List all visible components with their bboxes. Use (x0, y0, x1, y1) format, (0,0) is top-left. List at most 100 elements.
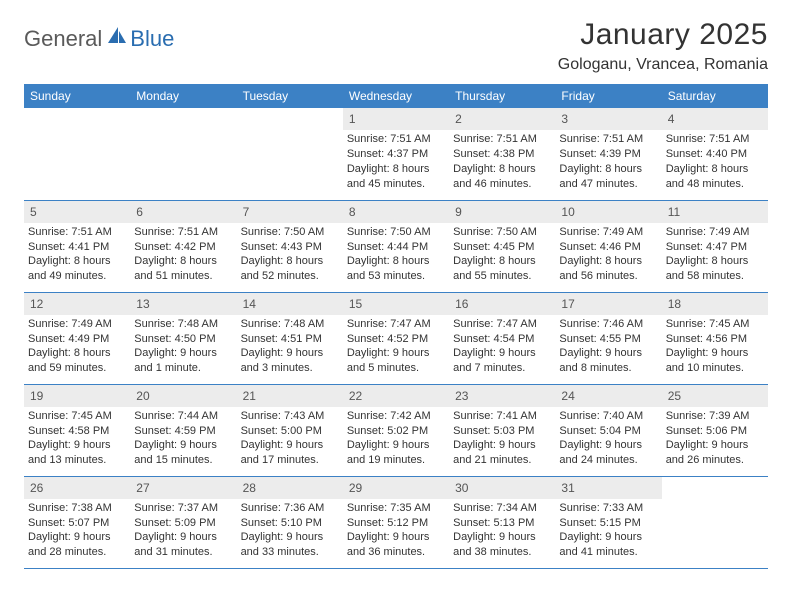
day-details (237, 130, 343, 134)
daylight-text: Daylight: 8 hours and 49 minutes. (28, 254, 126, 284)
calendar-day-cell: 25Sunrise: 7:39 AMSunset: 5:06 PMDayligh… (662, 384, 768, 476)
day-number: 19 (24, 385, 130, 407)
calendar-day-cell (237, 108, 343, 200)
sunrise-text: Sunrise: 7:33 AM (559, 501, 657, 516)
daylight-text: Daylight: 9 hours and 15 minutes. (134, 438, 232, 468)
sunrise-text: Sunrise: 7:47 AM (347, 317, 445, 332)
sunrise-text: Sunrise: 7:37 AM (134, 501, 232, 516)
day-number: 1 (343, 108, 449, 130)
calendar-day-cell: 17Sunrise: 7:46 AMSunset: 4:55 PMDayligh… (555, 292, 661, 384)
weekday-header: Thursday (449, 84, 555, 108)
calendar-day-cell: 18Sunrise: 7:45 AMSunset: 4:56 PMDayligh… (662, 292, 768, 384)
day-number: 7 (237, 201, 343, 223)
sunrise-text: Sunrise: 7:51 AM (666, 132, 764, 147)
day-number: 27 (130, 477, 236, 499)
weekday-header: Wednesday (343, 84, 449, 108)
daylight-text: Daylight: 9 hours and 8 minutes. (559, 346, 657, 376)
day-number: 4 (662, 108, 768, 130)
sunset-text: Sunset: 5:07 PM (28, 516, 126, 531)
daylight-text: Daylight: 8 hours and 45 minutes. (347, 162, 445, 192)
weekday-header: Saturday (662, 84, 768, 108)
calendar-table: SundayMondayTuesdayWednesdayThursdayFrid… (24, 84, 768, 569)
calendar-day-cell: 19Sunrise: 7:45 AMSunset: 4:58 PMDayligh… (24, 384, 130, 476)
day-details: Sunrise: 7:47 AMSunset: 4:54 PMDaylight:… (449, 315, 555, 378)
sunset-text: Sunset: 5:02 PM (347, 424, 445, 439)
day-details (662, 499, 768, 503)
daylight-text: Daylight: 9 hours and 10 minutes. (666, 346, 764, 376)
day-number: 2 (449, 108, 555, 130)
sunset-text: Sunset: 5:09 PM (134, 516, 232, 531)
sunset-text: Sunset: 4:54 PM (453, 332, 551, 347)
sunset-text: Sunset: 4:37 PM (347, 147, 445, 162)
day-details: Sunrise: 7:49 AMSunset: 4:46 PMDaylight:… (555, 223, 661, 286)
daylight-text: Daylight: 9 hours and 1 minute. (134, 346, 232, 376)
day-number: 15 (343, 293, 449, 315)
day-details: Sunrise: 7:43 AMSunset: 5:00 PMDaylight:… (237, 407, 343, 470)
calendar-day-cell: 15Sunrise: 7:47 AMSunset: 4:52 PMDayligh… (343, 292, 449, 384)
daylight-text: Daylight: 8 hours and 46 minutes. (453, 162, 551, 192)
calendar-week-row: 19Sunrise: 7:45 AMSunset: 4:58 PMDayligh… (24, 384, 768, 476)
calendar-day-cell: 8Sunrise: 7:50 AMSunset: 4:44 PMDaylight… (343, 200, 449, 292)
day-details: Sunrise: 7:47 AMSunset: 4:52 PMDaylight:… (343, 315, 449, 378)
month-title: January 2025 (558, 18, 768, 52)
daylight-text: Daylight: 9 hours and 24 minutes. (559, 438, 657, 468)
day-number: 31 (555, 477, 661, 499)
daylight-text: Daylight: 8 hours and 52 minutes. (241, 254, 339, 284)
sunset-text: Sunset: 4:41 PM (28, 240, 126, 255)
calendar-day-cell: 4Sunrise: 7:51 AMSunset: 4:40 PMDaylight… (662, 108, 768, 200)
day-number: 6 (130, 201, 236, 223)
day-number: 30 (449, 477, 555, 499)
calendar-day-cell: 2Sunrise: 7:51 AMSunset: 4:38 PMDaylight… (449, 108, 555, 200)
title-block: January 2025 Gologanu, Vrancea, Romania (558, 18, 768, 74)
sunset-text: Sunset: 4:40 PM (666, 147, 764, 162)
daylight-text: Daylight: 8 hours and 51 minutes. (134, 254, 232, 284)
day-details: Sunrise: 7:46 AMSunset: 4:55 PMDaylight:… (555, 315, 661, 378)
day-details: Sunrise: 7:38 AMSunset: 5:07 PMDaylight:… (24, 499, 130, 562)
sunrise-text: Sunrise: 7:38 AM (28, 501, 126, 516)
daylight-text: Daylight: 8 hours and 59 minutes. (28, 346, 126, 376)
sunrise-text: Sunrise: 7:36 AM (241, 501, 339, 516)
calendar-day-cell: 16Sunrise: 7:47 AMSunset: 4:54 PMDayligh… (449, 292, 555, 384)
calendar-week-row: 1Sunrise: 7:51 AMSunset: 4:37 PMDaylight… (24, 108, 768, 200)
calendar-day-cell: 24Sunrise: 7:40 AMSunset: 5:04 PMDayligh… (555, 384, 661, 476)
calendar-day-cell (24, 108, 130, 200)
logo-text-general: General (24, 26, 102, 52)
sunrise-text: Sunrise: 7:49 AM (559, 225, 657, 240)
daylight-text: Daylight: 9 hours and 5 minutes. (347, 346, 445, 376)
sunrise-text: Sunrise: 7:49 AM (28, 317, 126, 332)
calendar-week-row: 5Sunrise: 7:51 AMSunset: 4:41 PMDaylight… (24, 200, 768, 292)
day-details: Sunrise: 7:39 AMSunset: 5:06 PMDaylight:… (662, 407, 768, 470)
daylight-text: Daylight: 8 hours and 47 minutes. (559, 162, 657, 192)
day-details: Sunrise: 7:51 AMSunset: 4:39 PMDaylight:… (555, 130, 661, 193)
sunset-text: Sunset: 4:52 PM (347, 332, 445, 347)
calendar-day-cell: 6Sunrise: 7:51 AMSunset: 4:42 PMDaylight… (130, 200, 236, 292)
sunrise-text: Sunrise: 7:46 AM (559, 317, 657, 332)
calendar-day-cell: 29Sunrise: 7:35 AMSunset: 5:12 PMDayligh… (343, 476, 449, 568)
logo: General Blue (24, 26, 174, 52)
day-details: Sunrise: 7:36 AMSunset: 5:10 PMDaylight:… (237, 499, 343, 562)
day-details: Sunrise: 7:42 AMSunset: 5:02 PMDaylight:… (343, 407, 449, 470)
sunrise-text: Sunrise: 7:45 AM (666, 317, 764, 332)
sunset-text: Sunset: 4:46 PM (559, 240, 657, 255)
sunset-text: Sunset: 4:59 PM (134, 424, 232, 439)
location: Gologanu, Vrancea, Romania (558, 56, 768, 74)
sunset-text: Sunset: 5:04 PM (559, 424, 657, 439)
daylight-text: Daylight: 9 hours and 7 minutes. (453, 346, 551, 376)
logo-text-blue: Blue (130, 26, 174, 52)
calendar-day-cell: 13Sunrise: 7:48 AMSunset: 4:50 PMDayligh… (130, 292, 236, 384)
logo-sail-icon (106, 25, 128, 50)
sunset-text: Sunset: 4:49 PM (28, 332, 126, 347)
weekday-header: Sunday (24, 84, 130, 108)
sunrise-text: Sunrise: 7:50 AM (241, 225, 339, 240)
sunset-text: Sunset: 4:38 PM (453, 147, 551, 162)
day-number: 29 (343, 477, 449, 499)
day-number: 17 (555, 293, 661, 315)
calendar-day-cell: 20Sunrise: 7:44 AMSunset: 4:59 PMDayligh… (130, 384, 236, 476)
sunrise-text: Sunrise: 7:39 AM (666, 409, 764, 424)
sunrise-text: Sunrise: 7:51 AM (347, 132, 445, 147)
day-details: Sunrise: 7:49 AMSunset: 4:47 PMDaylight:… (662, 223, 768, 286)
daylight-text: Daylight: 8 hours and 55 minutes. (453, 254, 551, 284)
day-number: 11 (662, 201, 768, 223)
calendar-day-cell: 14Sunrise: 7:48 AMSunset: 4:51 PMDayligh… (237, 292, 343, 384)
weekday-header: Tuesday (237, 84, 343, 108)
